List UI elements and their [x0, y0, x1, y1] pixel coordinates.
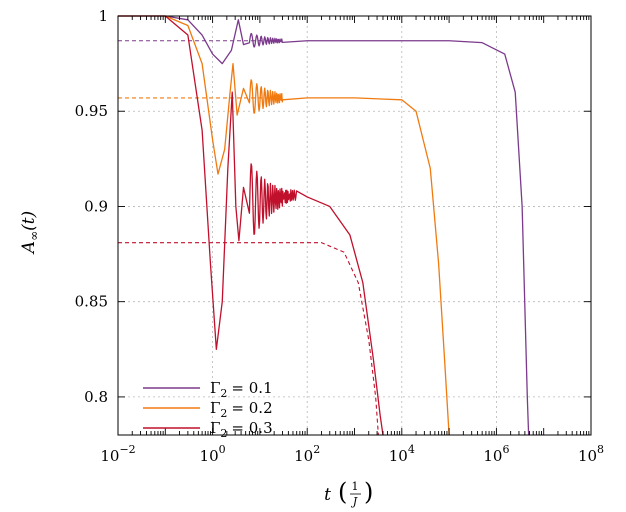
left-mask — [0, 0, 118, 508]
legend-label-1: Γ2 = 0.1 — [210, 379, 273, 400]
legend-subscript: 2 — [220, 387, 227, 400]
x-tick-label: 100 — [200, 443, 226, 465]
series-3-line — [118, 15, 384, 436]
legend-subscript: 2 — [220, 407, 227, 420]
legend-value: = 0.1 — [231, 379, 272, 397]
x-tick-label-base: 10 — [294, 447, 313, 465]
series-layer — [118, 15, 530, 436]
x-tick-label-exp: 6 — [502, 443, 509, 456]
x-axis-label-main: t — [324, 485, 331, 505]
y-axis-label: A∞(t) — [19, 211, 41, 255]
x-tick-label-exp: −2 — [119, 443, 135, 456]
x-axis-label-unit-num: 1 — [352, 480, 359, 493]
x-tick-label-exp: 0 — [219, 443, 226, 456]
legend-value: = 0.3 — [231, 419, 272, 437]
x-tick-label: 108 — [578, 443, 604, 465]
y-tick-label: 0.9 — [84, 197, 108, 215]
legend: Γ2 = 0.1Γ2 = 0.2Γ2 = 0.3 — [143, 379, 273, 440]
x-tick-label-base: 10 — [389, 447, 408, 465]
y-tick-label: 0.85 — [75, 293, 108, 311]
y-axis-label-arg: (t) — [19, 211, 39, 231]
x-tick-label: 104 — [389, 443, 415, 465]
series-1-line — [118, 15, 530, 436]
x-axis-label: t ( 1 J ) — [324, 478, 373, 508]
series-3-dashed-line — [118, 242, 379, 436]
x-tick-label-base: 10 — [483, 447, 502, 465]
legend-label-3: Γ2 = 0.3 — [210, 419, 273, 440]
x-axis-label-paren-right: ) — [364, 478, 373, 506]
x-tick-label: 102 — [294, 443, 320, 465]
x-axis-label-unit-den: J — [351, 495, 358, 508]
y-tick-label: 0.8 — [84, 388, 108, 406]
x-tick-label-exp: 2 — [313, 443, 320, 456]
legend-symbol: Γ — [210, 399, 220, 417]
legend-label-2: Γ2 = 0.2 — [210, 399, 273, 420]
x-axis-label-paren-left: ( — [338, 478, 347, 506]
x-tick-label-base: 10 — [578, 447, 597, 465]
y-axis-label-sub: ∞ — [27, 231, 41, 241]
x-tick-label-exp: 4 — [408, 443, 415, 456]
svg-text:A∞(t): A∞(t) — [19, 211, 41, 255]
grid-layer — [118, 16, 591, 435]
x-tick-label-exp: 8 — [597, 443, 604, 456]
x-tick-label-base: 10 — [100, 447, 119, 465]
x-tick-label-base: 10 — [200, 447, 219, 465]
legend-subscript: 2 — [220, 427, 227, 440]
legend-value: = 0.2 — [231, 399, 272, 417]
x-tick-label: 10−2 — [100, 443, 135, 465]
series-2-line — [118, 15, 450, 436]
x-tick-label: 106 — [483, 443, 509, 465]
y-axis-label-main: A — [19, 241, 39, 255]
y-tick-label: 0.95 — [75, 102, 108, 120]
legend-symbol: Γ — [210, 379, 220, 397]
legend-symbol: Γ — [210, 419, 220, 437]
y-tick-label: 1 — [98, 7, 108, 25]
